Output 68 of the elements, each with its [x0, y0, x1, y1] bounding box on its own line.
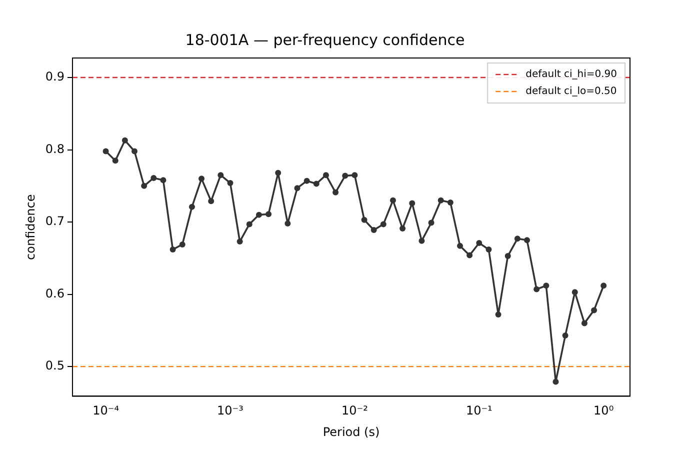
point: [361, 216, 368, 223]
point: [581, 320, 588, 326]
point: [466, 252, 473, 258]
x-tick-label: 10⁰: [594, 404, 614, 418]
point: [543, 282, 550, 289]
point: [524, 237, 530, 244]
point: [476, 240, 482, 246]
point: [572, 289, 578, 296]
point: [504, 253, 511, 260]
point: [141, 182, 148, 189]
point: [322, 172, 329, 178]
point: [400, 226, 406, 232]
point: [600, 282, 607, 289]
point: [236, 238, 243, 245]
point: [294, 185, 300, 192]
point: [313, 180, 320, 187]
point: [132, 148, 138, 154]
point: [266, 211, 272, 218]
y-tick-label: 0.7: [45, 214, 64, 228]
point: [534, 286, 540, 292]
point: [188, 204, 195, 210]
point: [342, 172, 348, 179]
y-tick-label: 0.9: [45, 70, 64, 84]
point: [304, 178, 310, 184]
y-tick-label: 0.5: [45, 358, 64, 373]
point: [160, 177, 166, 184]
legend-label: default ci_lo=0.50: [526, 86, 617, 98]
point: [390, 197, 396, 204]
x-tick-label: 10⁻³: [217, 404, 244, 418]
point: [447, 200, 454, 206]
point: [284, 220, 291, 226]
point: [562, 332, 568, 338]
point: [256, 212, 262, 218]
point: [418, 238, 425, 244]
point: [332, 189, 339, 196]
chart-title: 18-001A — per-frequency confidence: [185, 30, 465, 49]
x-tick-label: 10⁻⁴: [92, 404, 120, 418]
point: [246, 221, 252, 228]
point: [438, 197, 444, 204]
y-tick-label: 0.6: [45, 286, 64, 300]
point: [150, 174, 157, 181]
point: [591, 307, 598, 314]
point: [170, 246, 176, 252]
point: [122, 137, 128, 144]
point: [514, 236, 520, 242]
point: [275, 170, 282, 176]
point: [456, 242, 463, 249]
point: [112, 158, 118, 164]
point: [208, 198, 214, 204]
point: [352, 172, 358, 178]
point: [179, 241, 186, 248]
x-tick-label: 10⁻²: [341, 404, 368, 418]
point: [198, 176, 205, 182]
point: [428, 220, 434, 226]
point: [227, 180, 234, 186]
x-tick-label: 10⁻¹: [466, 404, 493, 418]
point: [552, 378, 559, 385]
point: [409, 200, 416, 206]
point: [218, 172, 224, 178]
point: [102, 148, 109, 154]
point: [486, 246, 492, 252]
point: [370, 226, 377, 233]
x-axis-title: Period (s): [322, 424, 380, 439]
y-axis-title: confidence: [23, 194, 38, 260]
point: [380, 221, 386, 228]
point: [495, 312, 502, 318]
ref-line-label: default ci_hi=0.90: [526, 69, 618, 80]
y-tick-label: 0.8: [45, 142, 64, 156]
